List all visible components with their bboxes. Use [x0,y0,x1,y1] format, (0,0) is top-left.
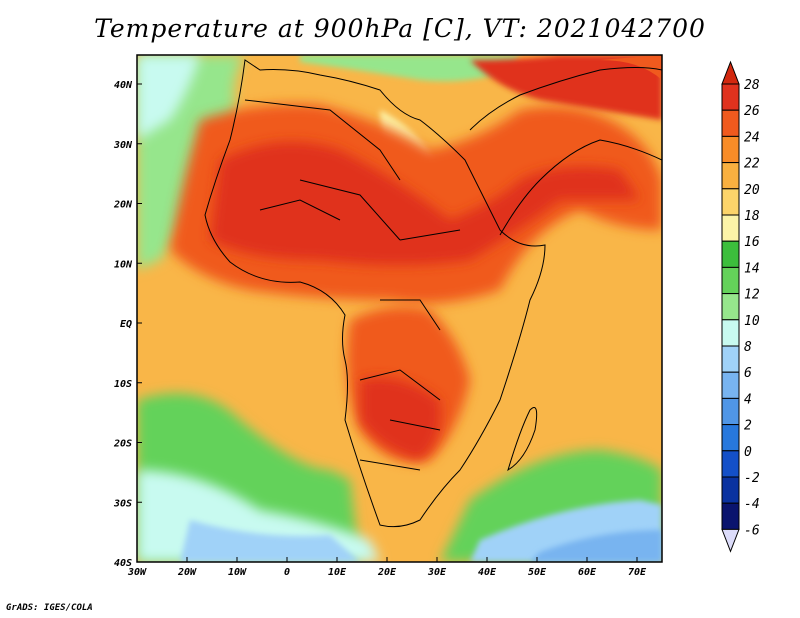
temperature-field [137,55,662,562]
lat-tick-label: EQ [120,319,132,330]
colorbar-swatch [721,214,740,242]
lat-tick-label: 40N [114,80,133,91]
colorbar-swatch [721,502,740,530]
colorbar-swatch [721,319,740,347]
colorbar-swatch [721,371,740,399]
colorbar-swatch [721,424,740,452]
lon-tick-label: 30W [127,567,147,578]
colorbar-swatch [721,293,740,321]
colorbar-label: -6 [744,523,760,538]
colorbar-swatch [721,162,740,190]
credit-text: GrADS: IGES/COLA [6,603,93,613]
lon-tick-label: 70E [628,567,647,578]
lon-tick-label: 40E [478,567,497,578]
colorbar-label: 8 [744,340,752,355]
colorbar-label: 4 [744,392,752,407]
lon-tick-label: 50E [528,567,547,578]
colorbar-label: 26 [744,104,760,119]
latitude-axis: 40N 30N 20N 10N EQ 10S 20S 30S 40S [113,80,142,569]
colorbar-label: 10 [744,314,760,329]
colorbar-bottom-arrow [721,528,740,553]
colorbar-label: 16 [744,235,760,250]
lon-tick-label: 10W [228,567,247,578]
colorbar-swatch [721,450,740,478]
lat-tick-label: 20N [113,200,133,211]
map-frame [136,54,663,563]
lat-tick-label: 30S [113,498,132,509]
lon-tick-label: 30E [427,567,447,578]
colorbar-swatch [721,266,740,295]
colorbar-label: -2 [744,471,760,486]
colorbar-swatch [721,188,740,216]
lon-tick-label: 0 [284,567,290,578]
colorbar-label: 28 [744,78,760,93]
colorbar-swatch [721,109,740,137]
colorbar-label: 14 [744,261,760,276]
chart-title: Temperature at 900hPa [C], VT: 202104270… [94,14,706,43]
colorbar-label: 12 [744,288,760,303]
colorbar-swatch [721,240,740,268]
lon-tick-label: 20E [377,567,397,578]
lat-tick-label: 10N [114,259,133,270]
colorbar-swatch [721,83,740,111]
colorbar-swatch [721,345,740,373]
colorbar-label: 24 [744,130,760,145]
colorbar-top-arrow [721,60,740,85]
lat-tick-label: 10S [114,379,132,390]
lon-tick-label: 60E [578,567,597,578]
colorbar-swatch [721,135,740,164]
colorbar-label: 20 [744,183,760,198]
lat-tick-label: 40S [114,558,132,569]
colorbar-label: 6 [744,366,752,381]
coastlines [204,59,662,528]
lon-tick-label: 10E [328,567,347,578]
colorbar-swatch [721,476,740,504]
colorbar-label: -4 [744,497,760,512]
lat-tick-label: 20S [113,439,132,450]
colorbar-label: 0 [744,445,752,460]
longitude-axis: 30W 20W 10W 0 10E 20E 30E 40E 50E 60E 70E [127,557,647,578]
colorbar-label: 18 [744,209,760,224]
colorbar-label: 22 [744,157,760,172]
lat-tick-label: 30N [113,140,133,151]
lon-tick-label: 20W [177,567,197,578]
colorbar-swatch [721,397,740,426]
colorbar-label: 2 [744,419,752,434]
